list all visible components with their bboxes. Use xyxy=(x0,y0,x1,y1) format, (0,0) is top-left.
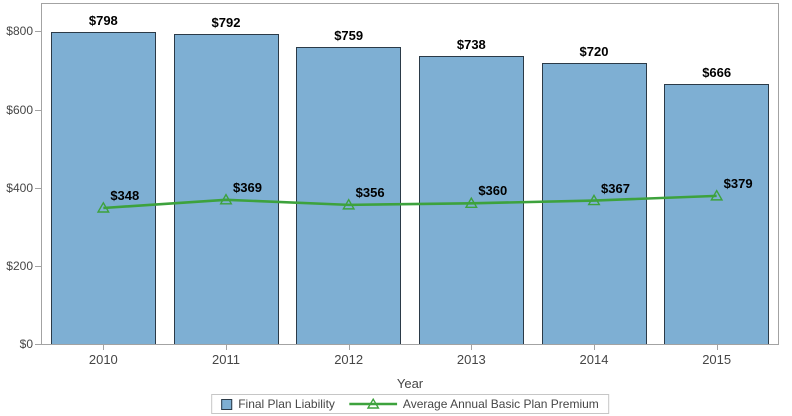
y-tick-label: $200 xyxy=(6,258,33,273)
line-value-label: $369 xyxy=(233,179,262,195)
bar-value-label: $738 xyxy=(456,36,486,52)
y-tick-label: $400 xyxy=(6,180,33,195)
x-tick xyxy=(716,345,718,350)
x-tick xyxy=(471,345,473,350)
line-value-label: $356 xyxy=(355,184,385,200)
bar-value-label: $720 xyxy=(579,43,609,59)
legend-item-average-annual-basic-plan-premium: Average Annual Basic Plan Premium xyxy=(348,397,599,411)
line-series-swatch-icon xyxy=(348,398,397,409)
line-value-label: $379 xyxy=(723,175,753,191)
bar-2014 xyxy=(541,62,647,344)
x-tick-label: 2014 xyxy=(579,352,609,367)
line-marker-triangle-icon xyxy=(96,201,110,213)
x-axis-title: Year xyxy=(396,376,424,391)
line-value-label: $360 xyxy=(478,183,508,199)
line-marker-triangle-icon xyxy=(219,193,233,205)
bar-value-label: $759 xyxy=(334,28,364,44)
y-tick-label: $600 xyxy=(6,102,33,117)
x-tick-label: 2011 xyxy=(212,352,240,367)
x-tick-label: 2012 xyxy=(334,352,364,367)
x-tick xyxy=(594,345,595,350)
legend: Final Plan Liability Average Annual Basi… xyxy=(211,394,609,414)
legend-label-final-plan-liability: Final Plan Liability xyxy=(238,397,335,411)
bar-series-swatch-icon xyxy=(221,398,233,410)
plot-area xyxy=(41,3,779,345)
x-tick-label: 2013 xyxy=(456,352,486,367)
bar-value-label: $666 xyxy=(702,64,732,80)
line-value-label: $367 xyxy=(601,180,630,196)
y-tick xyxy=(35,265,41,267)
bar-2012 xyxy=(296,47,402,344)
bar-value-label: $792 xyxy=(211,15,241,31)
bar-2015 xyxy=(664,83,770,344)
legend-item-final-plan-liability: Final Plan Liability xyxy=(221,397,335,411)
x-tick xyxy=(103,345,105,350)
line-marker-triangle-icon xyxy=(342,198,356,210)
line-marker-triangle-icon xyxy=(464,196,478,209)
line-series-layer xyxy=(96,189,724,213)
bar-2010 xyxy=(50,32,156,344)
y-tick-label: $800 xyxy=(6,24,33,39)
line-marker-triangle-icon xyxy=(710,189,724,201)
x-tick xyxy=(226,345,227,350)
x-tick-label: 2010 xyxy=(88,352,118,367)
bar-2011 xyxy=(173,34,279,344)
line-marker-triangle-icon xyxy=(587,193,601,206)
y-tick xyxy=(35,187,41,189)
bar-value-label: $798 xyxy=(88,13,118,29)
bar-2013 xyxy=(418,55,524,344)
legend-label-average-annual-basic-plan-premium: Average Annual Basic Plan Premium xyxy=(402,397,599,411)
line-value-label: $348 xyxy=(110,188,140,203)
premium-line xyxy=(103,194,717,210)
y-tick-label: $0 xyxy=(19,337,33,351)
x-tick-label: 2015 xyxy=(702,352,732,367)
y-tick xyxy=(35,344,41,345)
y-tick xyxy=(35,109,41,111)
y-tick xyxy=(35,31,41,33)
x-tick xyxy=(348,345,350,350)
